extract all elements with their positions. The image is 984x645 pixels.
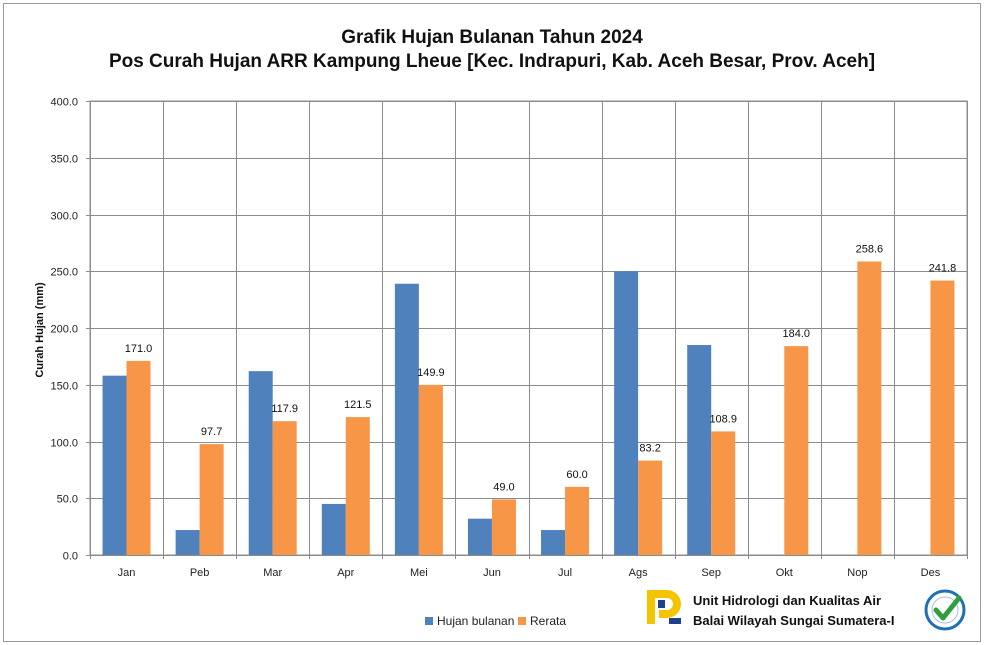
- bar-hujan-bulanan: [541, 530, 566, 555]
- bar-hujan-bulanan: [321, 503, 346, 555]
- bar-rerata: [930, 280, 955, 555]
- bar-hujan-bulanan: [394, 283, 419, 555]
- y-tick-label: 0.0: [63, 551, 78, 563]
- bar-rerata: [565, 486, 590, 555]
- chart-subtitle: Pos Curah Hujan ARR Kampung Lheue [Kec. …: [108, 51, 876, 72]
- data-label: 60.0: [566, 469, 587, 481]
- data-label: 241.8: [929, 263, 957, 275]
- bar-rerata: [126, 360, 151, 555]
- legend-label-rerata: Rerata: [530, 614, 567, 628]
- y-tick-label: 400.0: [50, 97, 78, 109]
- legend-swatch-orange: [518, 617, 526, 625]
- bar-hujan-bulanan: [102, 375, 127, 555]
- data-label: 171.0: [125, 343, 153, 355]
- legend-item-rerata: Rerata: [518, 614, 566, 628]
- data-label: 149.9: [417, 367, 445, 379]
- bar-rerata: [638, 460, 663, 555]
- data-label: 117.9: [271, 403, 298, 415]
- x-tick-label: Peb: [190, 567, 210, 579]
- bar-rerata: [199, 444, 224, 555]
- y-tick-label: 150.0: [50, 381, 78, 393]
- x-tick-label: Jun: [483, 567, 501, 579]
- x-tick-label: Mar: [263, 567, 282, 579]
- pu-logo-icon: [645, 588, 683, 626]
- data-label: 83.2: [639, 443, 660, 455]
- bar-rerata: [711, 431, 736, 555]
- data-label: 184.0: [783, 328, 811, 340]
- bars: [102, 261, 955, 555]
- bar-hujan-bulanan: [687, 345, 712, 555]
- x-tick-label: Sep: [701, 567, 721, 579]
- data-label: 121.5: [344, 399, 372, 411]
- x-tick-label: Ags: [629, 567, 648, 579]
- bar-hujan-bulanan: [467, 518, 492, 555]
- institution-footer: Unit Hidrologi dan Kualitas Air Balai Wi…: [645, 588, 975, 636]
- bar-hujan-bulanan: [614, 271, 639, 555]
- chart-title: Grafik Hujan Bulanan Tahun 2024: [341, 27, 643, 48]
- bar-rerata: [784, 346, 809, 555]
- legend-label-hujan-bulanan: Hujan bulanan: [437, 614, 515, 628]
- legend-item-hujan-bulanan: Hujan bulanan: [425, 614, 514, 628]
- bar-hujan-bulanan: [248, 371, 273, 555]
- bar-hujan-bulanan: [175, 530, 200, 555]
- y-tick-label: 350.0: [50, 154, 78, 166]
- x-tick-label: Okt: [776, 567, 793, 579]
- y-tick-label: 100.0: [50, 438, 78, 450]
- bar-rerata: [857, 261, 882, 555]
- data-label: 97.7: [201, 426, 222, 438]
- bar-rerata: [272, 421, 297, 555]
- data-label: 49.0: [493, 481, 514, 493]
- bar-rerata: [345, 417, 370, 555]
- institution-line-2: Balai Wilayah Sungai Sumatera-I: [693, 613, 895, 628]
- institution-line-1: Unit Hidrologi dan Kualitas Air: [693, 593, 882, 608]
- data-label: 258.6: [856, 243, 884, 255]
- x-tick-label: Nop: [847, 567, 867, 579]
- x-tick-label: Mei: [410, 567, 428, 579]
- axes: 0.0 50.0 100.0 150.0 200.0 250.0 300.0 350.0 400…: [50, 97, 968, 579]
- x-tick-label: Jan: [118, 567, 136, 579]
- gridlines: [89, 100, 968, 556]
- data-label: 108.9: [709, 413, 737, 425]
- x-tick-label: Jul: [558, 567, 572, 579]
- x-tick-label: Des: [921, 567, 941, 579]
- iso-certified-icon: [924, 589, 966, 631]
- y-tick-label: 250.0: [50, 267, 78, 279]
- bar-rerata: [491, 499, 516, 555]
- y-tick-label: 300.0: [50, 211, 78, 223]
- x-tick-label: Apr: [337, 567, 354, 579]
- y-tick-label: 200.0: [50, 324, 78, 336]
- y-tick-label: 50.0: [57, 494, 78, 506]
- y-axis-label: Curah Hujan (mm): [34, 282, 46, 378]
- data-labels: 171.0 97.7 117.9 121.5 149.9 49.0 60.0 83.2 108.…: [125, 243, 956, 493]
- bar-rerata: [418, 384, 443, 555]
- legend-swatch-blue: [425, 617, 433, 625]
